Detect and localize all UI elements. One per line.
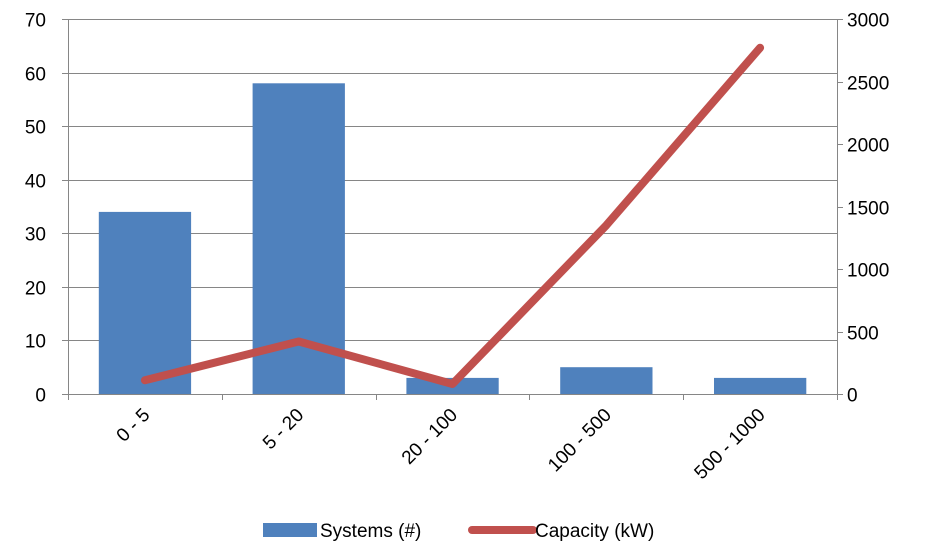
bar-1: [98, 211, 192, 394]
bar-layer: [98, 83, 807, 395]
x-tick-label: 5 - 20: [259, 405, 308, 454]
capacity-line: [140, 43, 765, 388]
legend: Systems (#) Capacity (kW): [263, 521, 654, 542]
y-right-tick-label: 1500: [847, 199, 889, 220]
axis-layer: [62, 19, 843, 400]
x-tick-label: 500 - 1000: [691, 405, 770, 484]
y-left-tick-label: 30: [25, 225, 46, 246]
y-right-tick-label: 3000: [847, 11, 889, 32]
y-left-tick-label: 10: [25, 332, 46, 353]
bar-5: [714, 377, 807, 394]
legend-label-systems: Systems (#): [320, 521, 421, 542]
x-tick-label: 0 - 5: [113, 405, 155, 447]
legend-label-capacity: Capacity (kW): [535, 521, 654, 542]
y-left-tick-label: 20: [25, 279, 46, 300]
y-right-tick-label: 2500: [847, 74, 889, 95]
y-left-tick-label: 60: [25, 65, 46, 86]
grid-layer: [68, 19, 837, 341]
y-left-tick-label: 0: [35, 386, 46, 407]
y-right-tick-label: 2000: [847, 136, 889, 157]
x-tick-label: 100 - 500: [544, 405, 616, 477]
y-right-tick-label: 1000: [847, 261, 889, 282]
legend-swatch-systems: [263, 523, 317, 537]
y-left-tick-label: 40: [25, 172, 46, 193]
x-tick-label: 20 - 100: [398, 405, 462, 469]
y-left-tick-label: 50: [25, 118, 46, 139]
line-layer: [140, 43, 765, 388]
y-right-tick-label: 0: [847, 386, 858, 407]
bar-4: [560, 367, 653, 394]
y-right-tick-label: 500: [847, 324, 879, 345]
y-left-tick-label: 70: [25, 11, 46, 32]
